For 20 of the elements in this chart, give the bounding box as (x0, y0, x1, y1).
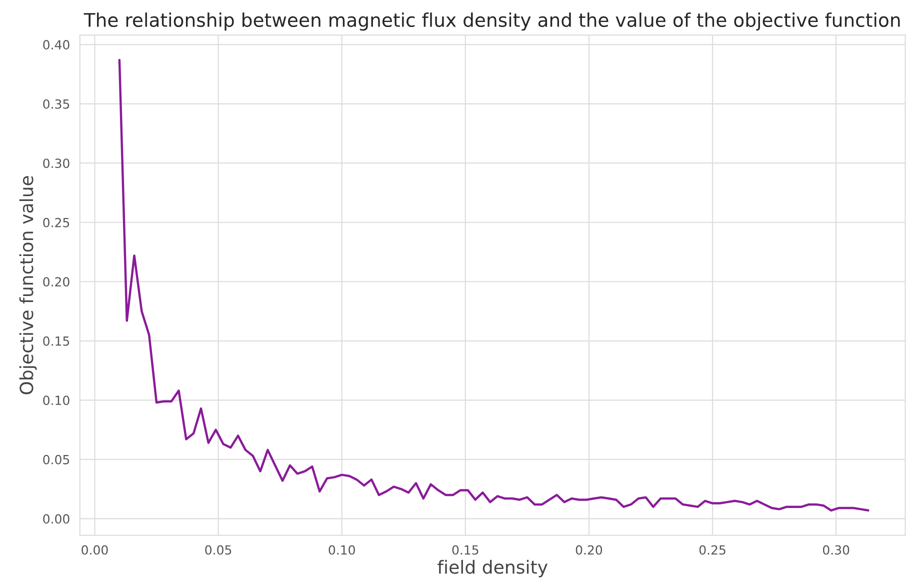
y-tick-label: 0.00 (43, 514, 70, 524)
y-tick-label: 0.15 (43, 336, 70, 346)
line-series (118, 58, 870, 512)
x-tick-label: 0.15 (452, 545, 478, 555)
y-tick-label: 0.35 (43, 99, 70, 109)
x-axis-title: field density (438, 560, 548, 578)
y-tick-label: 0.05 (43, 454, 70, 464)
y-axis-title: Objective function value (19, 176, 37, 394)
y-tick-label: 0.40 (43, 40, 70, 50)
x-tick-label: 0.25 (699, 545, 726, 555)
y-tick-label: 0.20 (43, 277, 70, 287)
y-tick-label: 0.10 (43, 396, 70, 406)
x-tick-label: 0.20 (576, 545, 602, 555)
y-tick-label: 0.30 (43, 158, 70, 168)
x-tick-label: 0.10 (328, 545, 355, 555)
y-tick-label: 0.25 (43, 218, 70, 228)
chart-title: The relationship between magnetic flux density and the value of the objective function (84, 12, 900, 31)
x-tick-label: 0.00 (82, 545, 108, 555)
x-tick-label: 0.05 (205, 545, 232, 555)
x-tick-label: 0.30 (822, 545, 850, 555)
